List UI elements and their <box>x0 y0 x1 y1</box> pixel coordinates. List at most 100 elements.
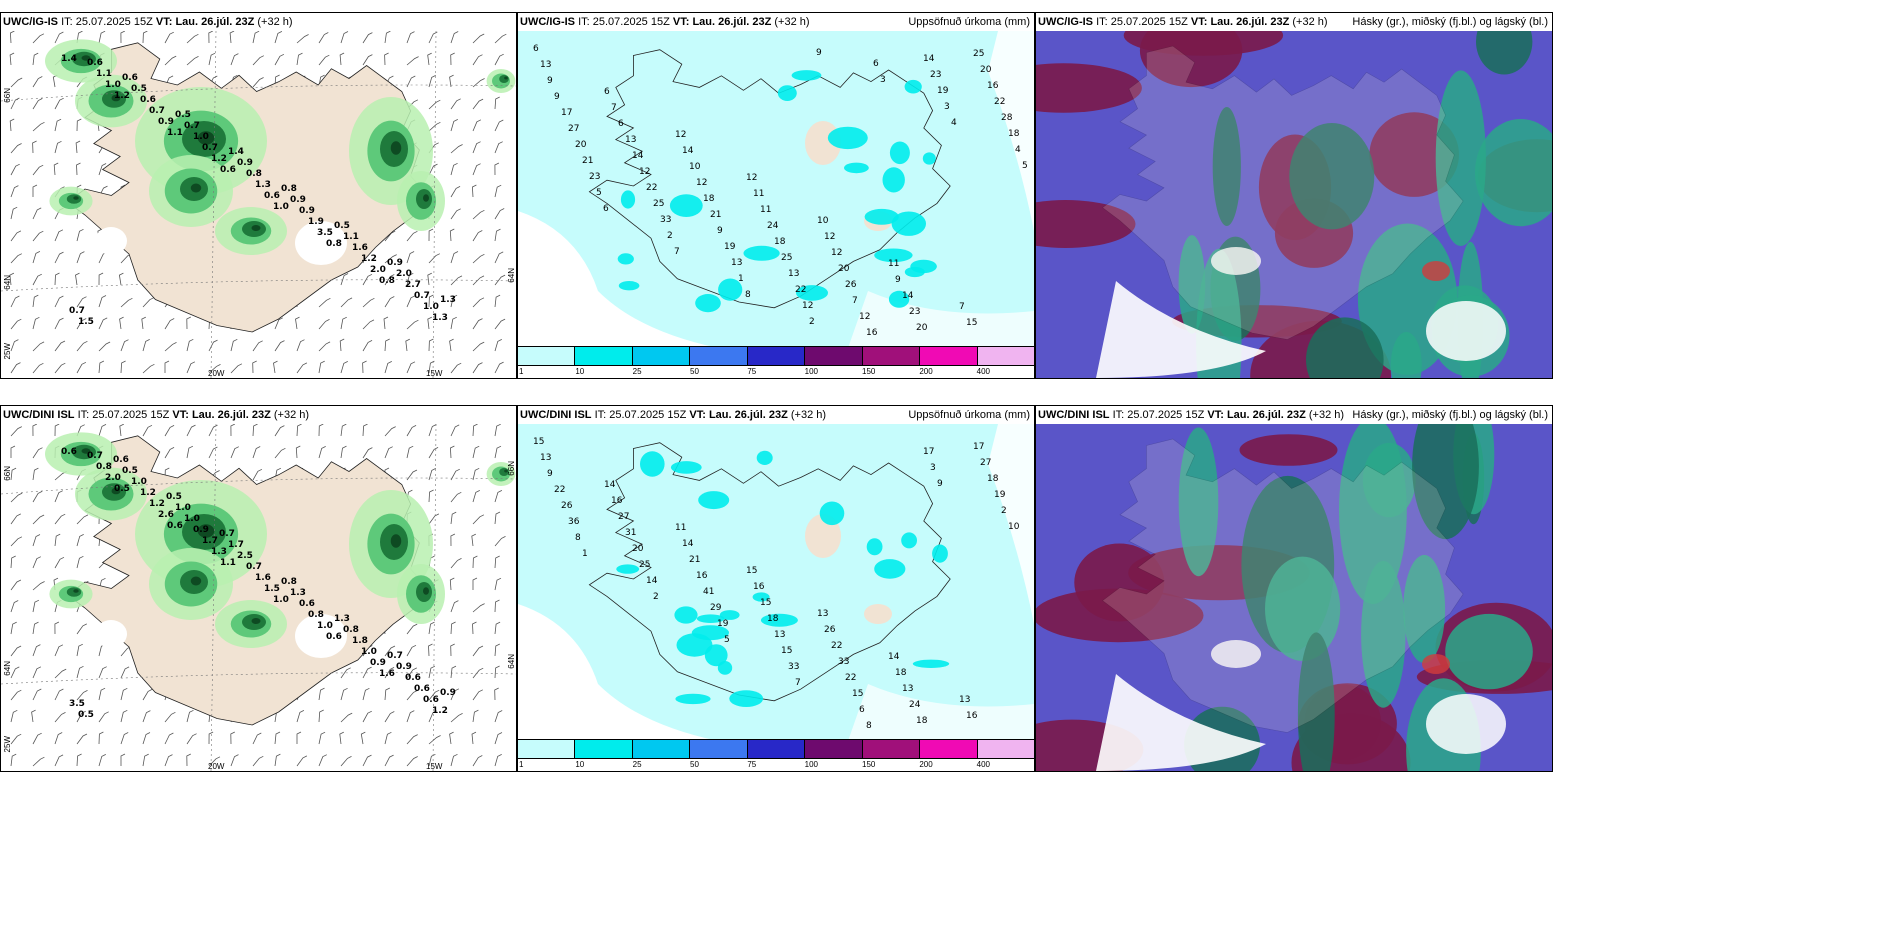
wind-barb <box>428 710 438 723</box>
accum-blob <box>844 162 869 174</box>
wind-barb <box>428 468 436 481</box>
colorbar-segment <box>518 347 576 365</box>
wind-barb <box>406 623 418 635</box>
wind-barb <box>427 272 432 286</box>
wind-barb <box>494 665 500 679</box>
colorbar-segment <box>977 740 1034 758</box>
it-value: 25.07.2025 15Z <box>1127 409 1205 421</box>
wind-barb <box>472 163 481 176</box>
wind-barb <box>32 121 45 132</box>
precip-value-label: 0.7 <box>202 143 218 153</box>
wind-barb <box>494 754 502 767</box>
accum-value-label: 22 <box>831 641 842 651</box>
colorbar-segment <box>518 740 576 758</box>
wind-barb <box>339 52 345 66</box>
panel-variable-title: Hásky (gr.), miðský (fj.bl.) og lágský (… <box>1352 16 1548 28</box>
precip-very-heavy <box>190 183 202 193</box>
accum-value-label: 6 <box>618 119 624 129</box>
accum-value-label: 25 <box>653 199 664 209</box>
wind-barb <box>428 513 440 525</box>
accum-value-label: 9 <box>895 275 901 285</box>
vt-label: VT: <box>155 16 173 28</box>
wind-barb <box>450 424 460 437</box>
wind-barb <box>164 342 177 352</box>
wind-barb <box>164 732 174 745</box>
wind-barb <box>406 272 414 286</box>
wind-barb <box>450 643 455 657</box>
lead-time: (+32 h) <box>273 409 310 421</box>
wind-barb <box>384 361 392 374</box>
accum-colorbar <box>518 739 1034 759</box>
wind-barb <box>340 273 349 286</box>
accum-value-label: 26 <box>845 280 857 290</box>
accum-value-label: 13 <box>817 609 828 619</box>
wind-barb <box>54 31 64 44</box>
accum-value-label: 18 <box>1008 129 1020 139</box>
accum-value-label: 21 <box>582 156 593 166</box>
wind-barb <box>120 732 129 745</box>
wind-barb <box>472 253 485 264</box>
wind-barb <box>54 644 64 657</box>
accum-value-label: 11 <box>888 259 899 269</box>
accum-blob <box>864 208 899 225</box>
wind-barb <box>450 688 460 701</box>
colorbar-tick-label: 1 <box>519 367 524 376</box>
precip-value-label: 0.8 <box>326 239 342 249</box>
wind-barb <box>450 294 458 308</box>
wind-barb <box>54 513 66 525</box>
accum-blob <box>901 532 917 549</box>
wind-barb <box>494 184 502 198</box>
parallel-64n <box>1 279 516 292</box>
wind-barb <box>274 447 286 459</box>
precip-value-label: 1.6 <box>255 573 271 583</box>
wind-barb <box>450 468 460 481</box>
precip-value-label: 0.6 <box>113 455 129 465</box>
glacier-patch <box>295 221 347 265</box>
accum-value-label: 31 <box>625 528 636 538</box>
precip-value-label: 0.7 <box>246 562 262 572</box>
wind-barb <box>98 360 105 374</box>
model-name: UWC/IG-IS <box>1038 16 1093 28</box>
accum-value-label: 29 <box>710 603 722 613</box>
precip-heavy <box>499 75 509 83</box>
clear-sky-area <box>1096 674 1266 771</box>
panel-title: UWC/DINI ISL IT: 25.07.2025 15Z VT: Lau.… <box>1 406 516 424</box>
accum-value-label: 33 <box>788 662 799 672</box>
colorbar-tick-label: 75 <box>747 760 757 769</box>
accum-value-label: 9 <box>717 226 723 236</box>
wind-barb <box>472 603 485 613</box>
accum-value-label: 3 <box>930 463 936 473</box>
high-cloud-accent <box>1422 261 1450 281</box>
precip-value-label: 0.9 <box>299 206 315 216</box>
accum-value-label: 1 <box>582 549 588 559</box>
it-label: IT: <box>594 409 607 421</box>
wind-barb <box>54 317 64 330</box>
panel-variable-title: Uppsöfnuð úrkoma (mm) <box>908 16 1030 28</box>
accum-value-label: 14 <box>604 480 616 490</box>
wind-barb <box>494 251 504 264</box>
wind-barb <box>230 424 236 437</box>
lat-label-66: 66N <box>3 466 12 481</box>
panel-variable-title: Hásky (gr.), miðský (fj.bl.) og lágský (… <box>1352 409 1548 421</box>
precip-value-label: 0.8 <box>308 610 324 620</box>
wind-barb <box>120 666 130 679</box>
panel-title: UWC/DINI ISL IT: 25.07.2025 15Z VT: Lau.… <box>518 406 1034 424</box>
wind-barb <box>32 581 45 591</box>
wind-barb <box>362 319 375 330</box>
wind-barb <box>32 688 42 701</box>
wind-barb <box>120 709 128 723</box>
wind-barb <box>384 687 390 701</box>
wind-barb <box>32 33 45 44</box>
wind-barb <box>164 31 174 44</box>
precip-value-label: 0.7 <box>149 106 165 116</box>
accum-value-label: 14 <box>682 539 694 549</box>
precip-value-label: 1.9 <box>308 217 324 227</box>
wind-barb <box>362 54 373 66</box>
accum-blob <box>874 559 906 579</box>
precip-value-label: 1.1 <box>343 232 359 242</box>
precip-value-label: 0.9 <box>370 658 386 668</box>
panel-accum-row2: UWC/DINI ISL IT: 25.07.2025 15Z VT: Lau.… <box>517 405 1035 772</box>
wind-barb <box>118 272 124 286</box>
precip-value-label: 0.6 <box>167 521 183 531</box>
precip-value-label: 2.5 <box>237 551 253 561</box>
